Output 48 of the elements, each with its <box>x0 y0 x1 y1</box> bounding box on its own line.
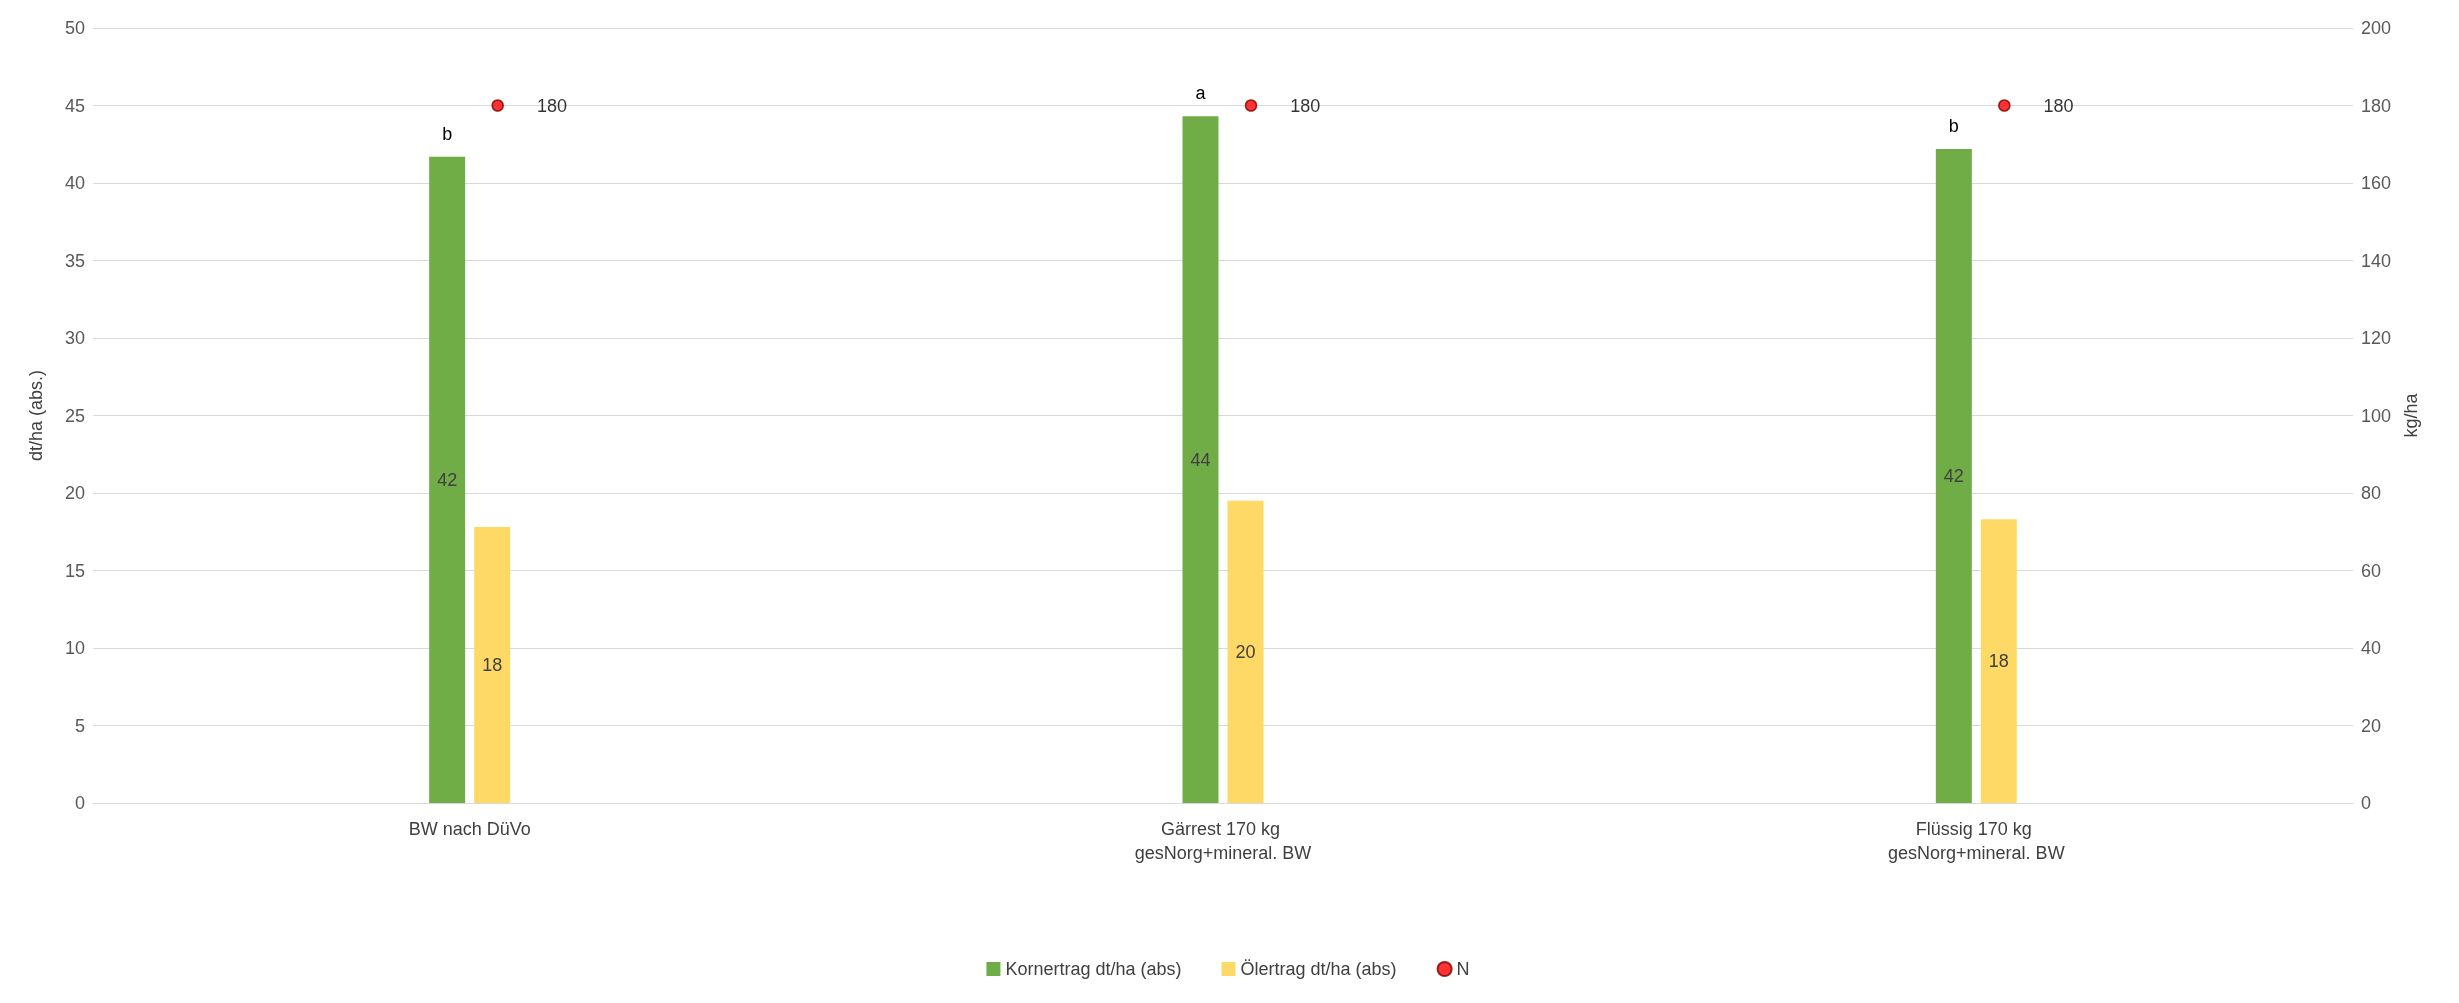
y-tick-label: 10 <box>64 638 85 658</box>
y2-tick-label: 120 <box>2361 328 2392 348</box>
y-tick-label: 50 <box>64 18 85 38</box>
bar <box>429 156 466 803</box>
bar <box>1182 116 1219 803</box>
y-tick-label: 20 <box>64 483 85 503</box>
y2-tick-label: 200 <box>2361 18 2392 38</box>
y2-tick-label: 80 <box>2361 483 2382 503</box>
annotation: b <box>442 123 453 144</box>
y-tick-label: 0 <box>74 793 85 813</box>
data-label: 44 <box>1190 449 1211 470</box>
x-tick-label: Gärrest 170 kg gesNorg+mineral. BW <box>1134 819 1312 863</box>
y-tick-label: 25 <box>64 405 85 426</box>
data-label: 42 <box>1943 465 1964 486</box>
y2-tick-label: 0 <box>2361 793 2372 813</box>
y2-tick-label: 140 <box>2361 250 2392 271</box>
data-label: 180 <box>1290 95 1321 116</box>
legend-label: Kornertrag dt/ha (abs) <box>1005 959 1182 979</box>
x-tick-label: BW nach DüVo <box>408 819 531 839</box>
legend-label: Ölertrag dt/ha (abs) <box>1240 959 1397 979</box>
annotation: a <box>1195 83 1207 104</box>
data-label: 180 <box>536 95 567 116</box>
y-tick-label: 40 <box>64 173 85 193</box>
y2-axis-title: kg/ha <box>2400 392 2421 438</box>
annotation: b <box>1948 115 1959 136</box>
y-tick-label: 45 <box>64 95 85 116</box>
y-tick-label: 30 <box>64 328 85 348</box>
data-label: 180 <box>2043 95 2074 116</box>
y2-tick-label: 60 <box>2361 560 2382 581</box>
bar <box>1227 500 1264 803</box>
y2-tick-label: 100 <box>2361 405 2392 426</box>
legend-label: N <box>1456 959 1470 979</box>
y-tick-label: 5 <box>74 715 85 736</box>
y2-tick-label: 20 <box>2361 715 2382 736</box>
y2-tick-label: 180 <box>2361 95 2392 116</box>
bar <box>474 527 511 803</box>
data-label: 20 <box>1235 641 1256 662</box>
y-tick-label: 35 <box>64 250 85 271</box>
y2-tick-label: 40 <box>2361 638 2382 658</box>
y-tick-label: 15 <box>64 560 85 581</box>
x-tick-label: Flüssig 170 kg gesNorg+mineral. BW <box>1888 819 2065 863</box>
data-label: 42 <box>437 469 458 490</box>
y-axis-title: dt/ha (abs.) <box>26 369 46 462</box>
data-label: 18 <box>1988 651 2009 672</box>
bar <box>1980 519 2017 803</box>
data-label: 18 <box>482 655 503 676</box>
y2-tick-label: 160 <box>2361 173 2392 193</box>
bar <box>1935 148 1972 803</box>
